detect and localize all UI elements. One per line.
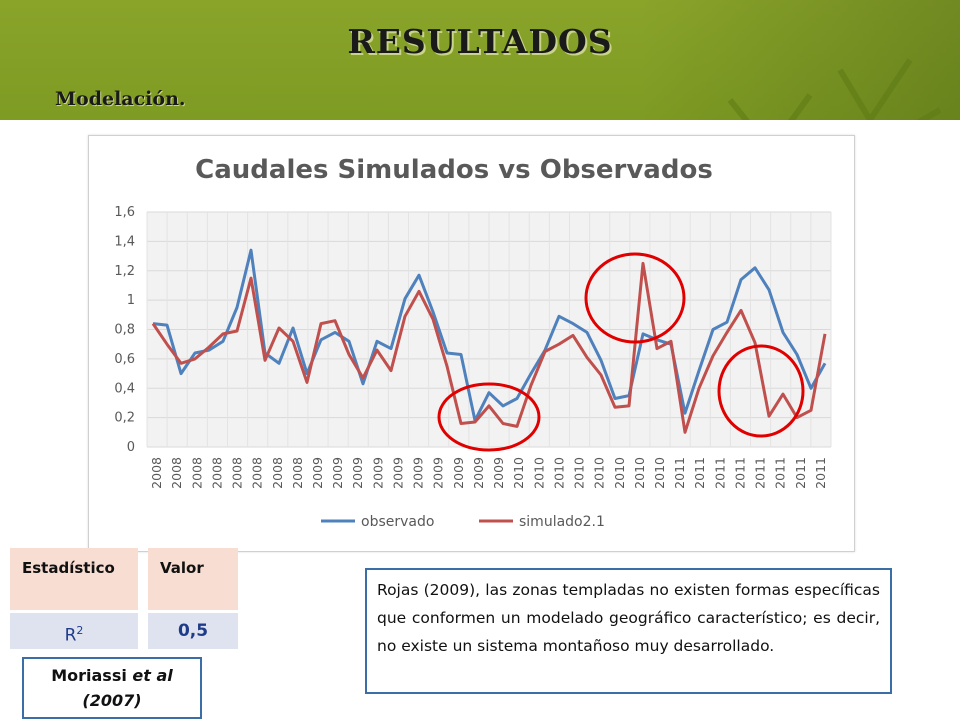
chart-series xyxy=(151,248,827,434)
table-cell-r2: R2 xyxy=(10,613,138,649)
x-tick-label: 2008 xyxy=(290,457,305,489)
x-tick-label: 2010 xyxy=(572,457,587,489)
x-tick-label: 2009 xyxy=(310,457,325,489)
x-tick-label: 2011 xyxy=(793,457,808,489)
reference-etal: et al xyxy=(132,666,173,685)
x-tick-label: 2008 xyxy=(209,457,224,489)
reference-author: Moriassi xyxy=(51,666,133,685)
x-tick-label: 2008 xyxy=(149,457,164,489)
highlight-circle xyxy=(717,344,805,438)
x-tick-label: 2009 xyxy=(350,457,365,489)
x-tick-label: 2011 xyxy=(692,457,707,489)
highlight-annotations xyxy=(437,252,805,452)
x-tick-label: 2010 xyxy=(612,457,627,489)
x-tick-label: 2010 xyxy=(592,457,607,489)
x-tick-label: 2011 xyxy=(813,457,828,489)
chart-container: Caudales Simulados vs Observados 0 0,2 0,4… xyxy=(88,135,855,552)
x-tick-label: 2009 xyxy=(411,457,426,489)
y-tick-label: 0,6 xyxy=(114,352,135,367)
x-tick-label: 2011 xyxy=(753,457,768,489)
x-tick-label: 2011 xyxy=(732,457,747,489)
x-tick-label: 2008 xyxy=(250,457,265,489)
x-tick-label: 2008 xyxy=(189,457,204,489)
highlight-circle xyxy=(437,382,541,452)
highlight-circle xyxy=(584,252,686,344)
x-tick-label: 2009 xyxy=(451,457,466,489)
slide-subtitle: Modelación. xyxy=(55,88,186,110)
line-chart: Caudales Simulados vs Observados 0 0,2 0,4… xyxy=(114,155,832,530)
y-tick-label: 0 xyxy=(127,440,135,455)
y-tick-label: 1,2 xyxy=(114,264,135,279)
x-tick-label: 2009 xyxy=(330,457,345,489)
y-tick-label: 0,8 xyxy=(114,323,135,338)
x-tick-label: 2009 xyxy=(390,457,405,489)
slide-title: RESULTADOS xyxy=(347,22,613,61)
x-tick-label: 2008 xyxy=(270,457,285,489)
x-tick-label: 2011 xyxy=(773,457,788,489)
chart-title: Caudales Simulados vs Observados xyxy=(195,155,713,185)
x-tick-label: 2009 xyxy=(471,457,486,489)
table-cell-value: 0,5 xyxy=(148,613,238,649)
x-tick-label: 2010 xyxy=(632,457,647,489)
legend-label: simulado2.1 xyxy=(519,514,605,530)
x-tick-label: 2010 xyxy=(531,457,546,489)
r-superscript: 2 xyxy=(76,624,84,637)
y-tick-label: 1 xyxy=(127,293,135,308)
x-tick-label: 2009 xyxy=(431,457,446,489)
series-line-simulado2-1 xyxy=(151,261,827,434)
x-axis-ticks: 2008 2008 2008 2008 2008 2008 2008 2008 2009 2009… xyxy=(149,457,828,489)
x-tick-label: 2010 xyxy=(652,457,667,489)
reference-box: Moriassi et al (2007) xyxy=(22,657,202,719)
x-tick-label: 2010 xyxy=(511,457,526,489)
x-tick-label: 2009 xyxy=(370,457,385,489)
x-tick-label: 2008 xyxy=(169,457,184,489)
y-axis-ticks: 0 0,2 0,4 0,6 0,8 1 1,2 1,4 1,6 xyxy=(114,205,135,455)
x-tick-label: 2010 xyxy=(551,457,566,489)
y-tick-label: 0,2 xyxy=(114,411,135,426)
reference-year: (2007) xyxy=(82,691,142,710)
note-box: Rojas (2009), las zonas templadas no exi… xyxy=(365,568,892,694)
y-tick-label: 1,6 xyxy=(114,205,135,220)
y-tick-label: 1,4 xyxy=(114,234,135,249)
x-tick-label: 2008 xyxy=(230,457,245,489)
y-tick-label: 0,4 xyxy=(114,381,135,396)
legend-label: observado xyxy=(361,514,434,530)
chart-legend: observado simulado2.1 xyxy=(321,514,605,530)
x-tick-label: 2009 xyxy=(491,457,506,489)
table-header-valor: Valor xyxy=(148,548,238,610)
r-label: R xyxy=(64,625,77,646)
x-tick-label: 2011 xyxy=(712,457,727,489)
x-tick-label: 2011 xyxy=(672,457,687,489)
table-header-estadistico: Estadístico xyxy=(10,548,138,610)
